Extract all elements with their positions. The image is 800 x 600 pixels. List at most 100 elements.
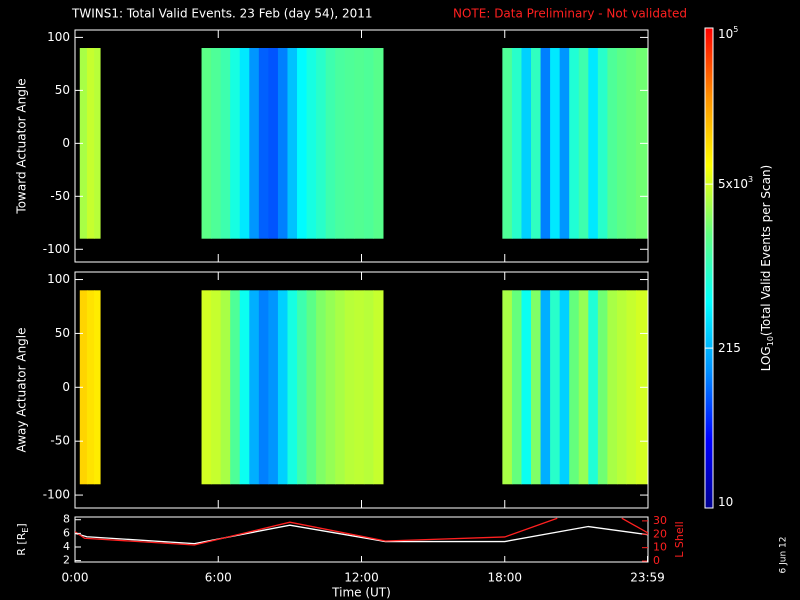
tick-text: 10 (718, 495, 733, 509)
heatmap-cell (531, 48, 542, 239)
heatmap-cell (578, 290, 589, 485)
label-text: R [R (15, 532, 28, 555)
x-tick-label: 6:00 (205, 571, 232, 585)
heatmap-cell (306, 48, 317, 239)
heatmap-cell (344, 48, 355, 239)
heatmap-cell (373, 290, 384, 485)
heatmap-cell (297, 290, 308, 485)
heatmap-cell (511, 48, 522, 239)
heatmap-cell (86, 48, 95, 239)
colorbar-tick-label: 5x103 (718, 175, 753, 191)
heatmap-cell (597, 48, 608, 239)
heatmap-cell (220, 290, 231, 485)
heatmap-cell (354, 290, 365, 485)
y-tick-label: 8 (63, 513, 70, 526)
heatmap-cell (521, 290, 532, 485)
heatmap-cell (316, 290, 327, 485)
label-sub: E (21, 528, 30, 533)
x-tick-label: 0:00 (62, 571, 89, 585)
heatmap-cell (335, 48, 346, 239)
heatmap-cell (607, 290, 618, 485)
heatmap-cell (363, 290, 374, 485)
y-tick-label: -100 (43, 242, 70, 256)
y-tick-label: -50 (50, 434, 70, 448)
heatmap-cell (335, 290, 346, 485)
heatmap-cell (344, 290, 355, 485)
label-text: ] (15, 523, 28, 527)
heatmap-cell (569, 48, 580, 239)
heatmap-cell (94, 48, 101, 239)
x-axis-title: Time (UT) (331, 586, 391, 600)
y2-tick-label: 0 (653, 554, 660, 567)
heatmap-cell (249, 48, 260, 239)
heatmap-cell (588, 290, 599, 485)
heatmap-cell (306, 290, 317, 485)
colorbar-tick-label: 105 (718, 25, 738, 41)
note: NOTE: Data Preliminary - Not validated (453, 7, 687, 21)
heatmap-cell (211, 290, 222, 485)
y2-tick-label: 30 (653, 514, 667, 527)
heatmap-cell (201, 48, 212, 239)
tick-text: 5x10 (718, 177, 748, 191)
heatmap-cell (502, 290, 513, 485)
heatmap-cell (607, 48, 618, 239)
heatmap-cell (211, 48, 222, 239)
y-tick-label: 100 (47, 30, 70, 44)
y-tick-label: -100 (43, 488, 70, 502)
heatmap-cell (325, 48, 336, 239)
y-tick-label: 4 (63, 540, 70, 553)
heatmap-cell (94, 290, 101, 485)
heatmap-cell (277, 290, 288, 485)
x-tick-label: 12:00 (344, 571, 379, 585)
y-tick-label: 100 (47, 272, 70, 286)
heatmap-cell (540, 290, 551, 485)
y-tick-label: 6 (63, 526, 70, 539)
line-group (75, 517, 648, 546)
y-axis-title: R [RE] (15, 523, 30, 555)
y-axis-title: Away Actuator Angle (15, 327, 29, 452)
heatmap-cell (531, 290, 542, 485)
data-line (75, 517, 648, 546)
heatmap-cell (354, 48, 365, 239)
heatmap-cell (86, 290, 95, 485)
tick-text: 215 (718, 341, 741, 355)
data-line (75, 524, 648, 545)
heatmap-cell (373, 48, 384, 239)
y-tick-label: 0 (62, 380, 70, 394)
heatmap-cell (502, 48, 513, 239)
y-axis-title: Toward Actuator Angle (15, 78, 29, 214)
heatmap-cell (249, 290, 260, 485)
heatmap-cell (287, 48, 298, 239)
x-tick-label: 23:59 (630, 571, 665, 585)
heatmap-cell (268, 290, 279, 485)
x-tick-label: 18:00 (487, 571, 522, 585)
heatmap-cell (201, 290, 212, 485)
heatmap-cell (258, 48, 269, 239)
label-sub: 10 (766, 336, 775, 346)
y2-tick-label: 20 (653, 527, 667, 540)
y-tick-label: 50 (55, 326, 70, 340)
heatmap-cell (550, 48, 561, 239)
heatmap-cell (239, 290, 250, 485)
y-tick-label: -50 (50, 189, 70, 203)
heatmap-cell (616, 48, 628, 239)
heatmap-cell (569, 290, 580, 485)
colorbar-tick-label: 215 (718, 341, 741, 355)
heatmap-cell (277, 48, 288, 239)
heatmap-cell (297, 48, 308, 239)
heatmap-cell (626, 290, 637, 485)
heatmap-cell (230, 48, 241, 239)
y-tick-label: 0 (62, 136, 70, 150)
y2-tick-label: 10 (653, 541, 667, 554)
y2-axis-title: L Shell (673, 521, 686, 557)
heatmap-cell (616, 290, 628, 485)
colorbar-tick-label: 10 (718, 495, 733, 509)
tick-exponent: 3 (748, 175, 753, 184)
chart-title: TWINS1: Total Valid Events. 23 Feb (day … (71, 7, 372, 21)
heatmap-cell (79, 48, 88, 239)
heatmap-cell (220, 48, 231, 239)
tick-text: 10 (718, 27, 733, 41)
